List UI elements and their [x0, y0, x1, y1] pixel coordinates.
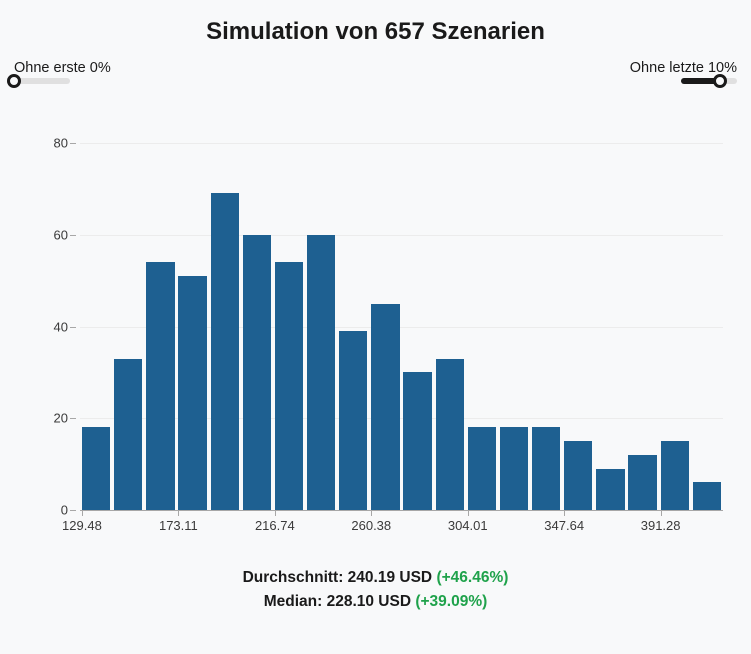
- y-gridline: [80, 327, 723, 328]
- y-axis-label: 0: [61, 503, 68, 518]
- y-tick: [70, 143, 76, 144]
- histogram-bar: [403, 372, 431, 510]
- x-axis-label: 347.64: [544, 518, 584, 533]
- x-tick: [661, 510, 662, 516]
- histogram-bar: [564, 441, 592, 510]
- page-title: Simulation von 657 Szenarien: [0, 18, 751, 46]
- slider-left-label: Ohne erste 0%: [14, 60, 111, 76]
- y-axis-label: 60: [54, 227, 68, 242]
- x-tick: [468, 510, 469, 516]
- x-tick: [371, 510, 372, 516]
- y-tick: [70, 235, 76, 236]
- slider-row: Ohne erste 0% Ohne letzte 10%: [0, 60, 751, 100]
- histogram-bar: [596, 469, 624, 510]
- histogram-bar: [468, 427, 496, 510]
- summary-stats: Durchschnitt: 240.19 USD (+46.46%) Media…: [0, 563, 751, 617]
- x-axis-label: 260.38: [351, 518, 391, 533]
- histogram-bar: [146, 262, 174, 510]
- y-gridline: [80, 143, 723, 144]
- histogram-bar: [628, 455, 656, 510]
- slider-thumb[interactable]: [713, 74, 727, 88]
- y-tick: [70, 510, 76, 511]
- histogram-bar: [371, 304, 399, 510]
- histogram-bar: [339, 331, 367, 510]
- slider-thumb[interactable]: [7, 74, 21, 88]
- slider-left-track[interactable]: [14, 78, 70, 84]
- histogram-bar: [500, 427, 528, 510]
- median-label: Median:: [264, 593, 323, 610]
- y-axis-label: 80: [54, 136, 68, 151]
- y-gridline: [80, 235, 723, 236]
- slider-right[interactable]: Ohne letzte 10%: [630, 60, 737, 84]
- x-tick: [564, 510, 565, 516]
- histogram-bar: [211, 193, 239, 510]
- y-tick: [70, 327, 76, 328]
- median-pct: (+39.09%): [415, 593, 487, 610]
- slider-right-track[interactable]: [681, 78, 737, 84]
- x-axis-label: 304.01: [448, 518, 488, 533]
- histogram-bar: [82, 427, 110, 510]
- slider-left[interactable]: Ohne erste 0%: [14, 60, 111, 84]
- y-axis-label: 40: [54, 319, 68, 334]
- avg-line: Durchschnitt: 240.19 USD (+46.46%): [0, 569, 751, 587]
- avg-value: 240.19 USD: [348, 569, 432, 586]
- histogram-bar: [307, 235, 335, 510]
- histogram-chart: 0 20 40 60 80 129.48 173.11 216.74 260.38 304.01 3…: [0, 133, 751, 543]
- x-tick: [275, 510, 276, 516]
- x-axis-label: 216.74: [255, 518, 295, 533]
- histogram-bar: [114, 359, 142, 510]
- x-axis-label: 173.11: [159, 518, 198, 533]
- y-axis-label: 20: [54, 411, 68, 426]
- y-tick: [70, 418, 76, 419]
- median-value: 228.10 USD: [327, 593, 411, 610]
- avg-pct: (+46.46%): [436, 569, 508, 586]
- x-tick: [178, 510, 179, 516]
- histogram-bar: [532, 427, 560, 510]
- histogram-bar: [661, 441, 689, 510]
- avg-label: Durchschnitt:: [243, 569, 344, 586]
- median-line: Median: 228.10 USD (+39.09%): [0, 593, 751, 611]
- histogram-bar: [178, 276, 206, 510]
- histogram-bar: [275, 262, 303, 510]
- y-gridline: [80, 418, 723, 419]
- histogram-bar: [436, 359, 464, 510]
- x-tick: [82, 510, 83, 516]
- x-axis-label: 391.28: [641, 518, 681, 533]
- histogram-bar: [243, 235, 271, 510]
- histogram-bar: [693, 482, 721, 510]
- x-axis-label: 129.48: [62, 518, 102, 533]
